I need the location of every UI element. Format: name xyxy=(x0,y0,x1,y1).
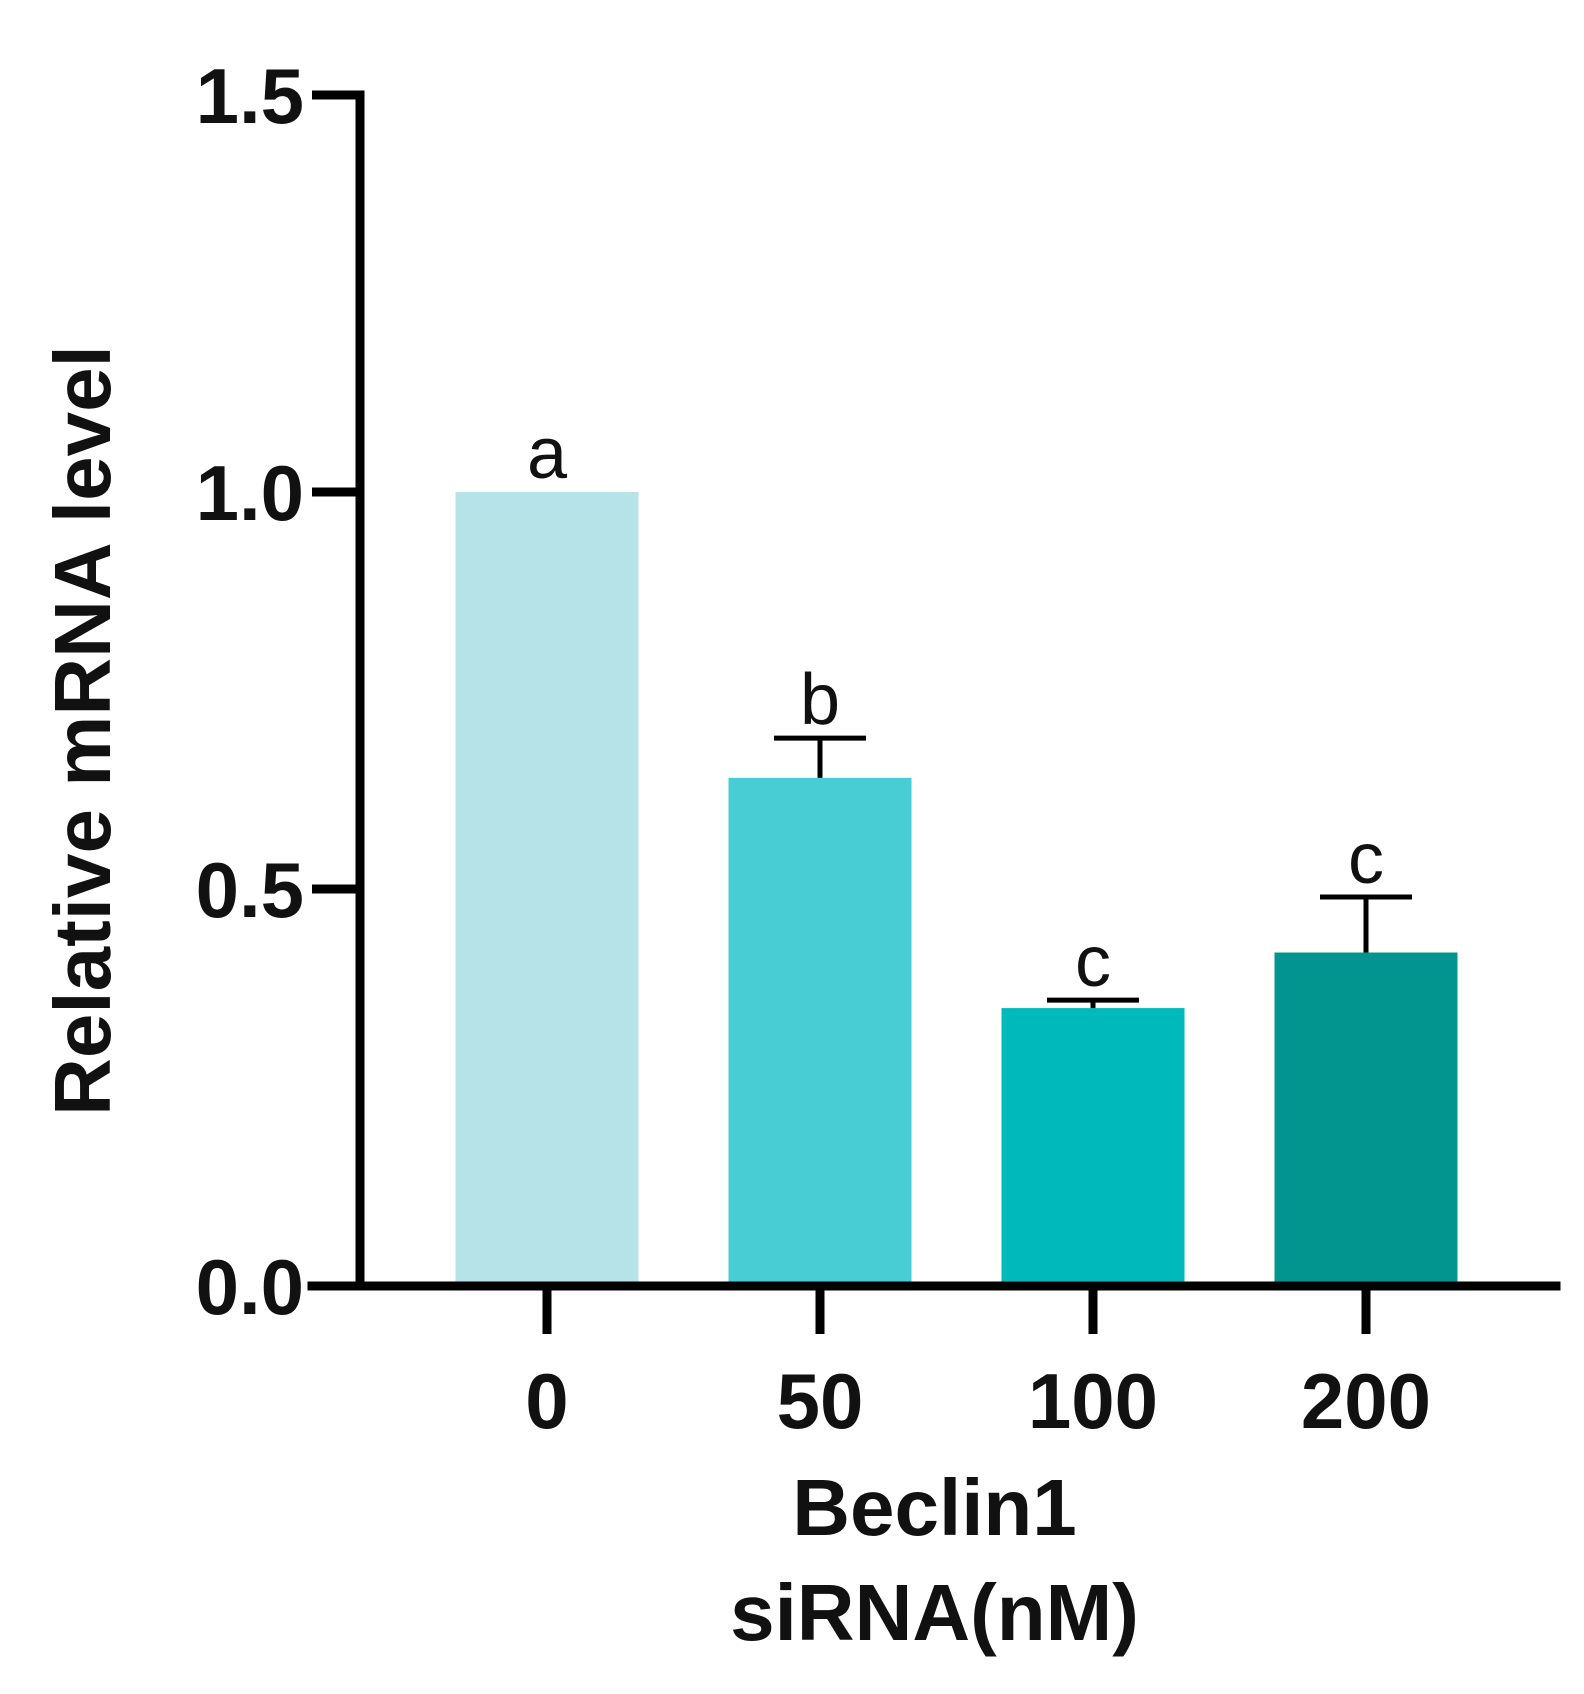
error-bars-layer xyxy=(774,735,1412,1009)
bar-0 xyxy=(455,492,639,1286)
y-tick-label-1.0: 1.0 xyxy=(196,449,304,537)
significance-label-0: a xyxy=(527,414,568,494)
x-ticks-layer: 0 50 100 200 xyxy=(525,1286,1431,1445)
x-tick-label-50: 50 xyxy=(777,1357,864,1445)
y-axis-title: Relative mRNA level xyxy=(38,345,127,1116)
x-axis-title-line-1: Beclin1 xyxy=(792,1463,1077,1552)
bar-100 xyxy=(1001,1008,1185,1286)
x-tick-label-200: 200 xyxy=(1301,1357,1431,1445)
bar-50 xyxy=(728,777,912,1286)
x-tick-label-0: 0 xyxy=(525,1357,568,1445)
significance-label-200: c xyxy=(1348,819,1384,899)
y-tick-label-0.0: 0.0 xyxy=(196,1243,304,1331)
significance-label-50: b xyxy=(800,660,840,740)
y-tick-label-0.5: 0.5 xyxy=(196,846,304,934)
y-tick-label-1.5: 1.5 xyxy=(196,52,304,140)
significance-labels-layer: a b c c xyxy=(527,414,1384,1002)
significance-label-100: c xyxy=(1075,922,1111,1002)
axes-layer xyxy=(307,90,1561,1291)
bar-200 xyxy=(1274,952,1458,1286)
x-tick-label-100: 100 xyxy=(1028,1357,1158,1445)
bars-layer xyxy=(455,492,1458,1286)
y-ticks-layer: 0.0 0.5 1.0 1.5 xyxy=(196,52,360,1331)
x-axis-title-line-2: siRNA(nM) xyxy=(730,1568,1139,1657)
